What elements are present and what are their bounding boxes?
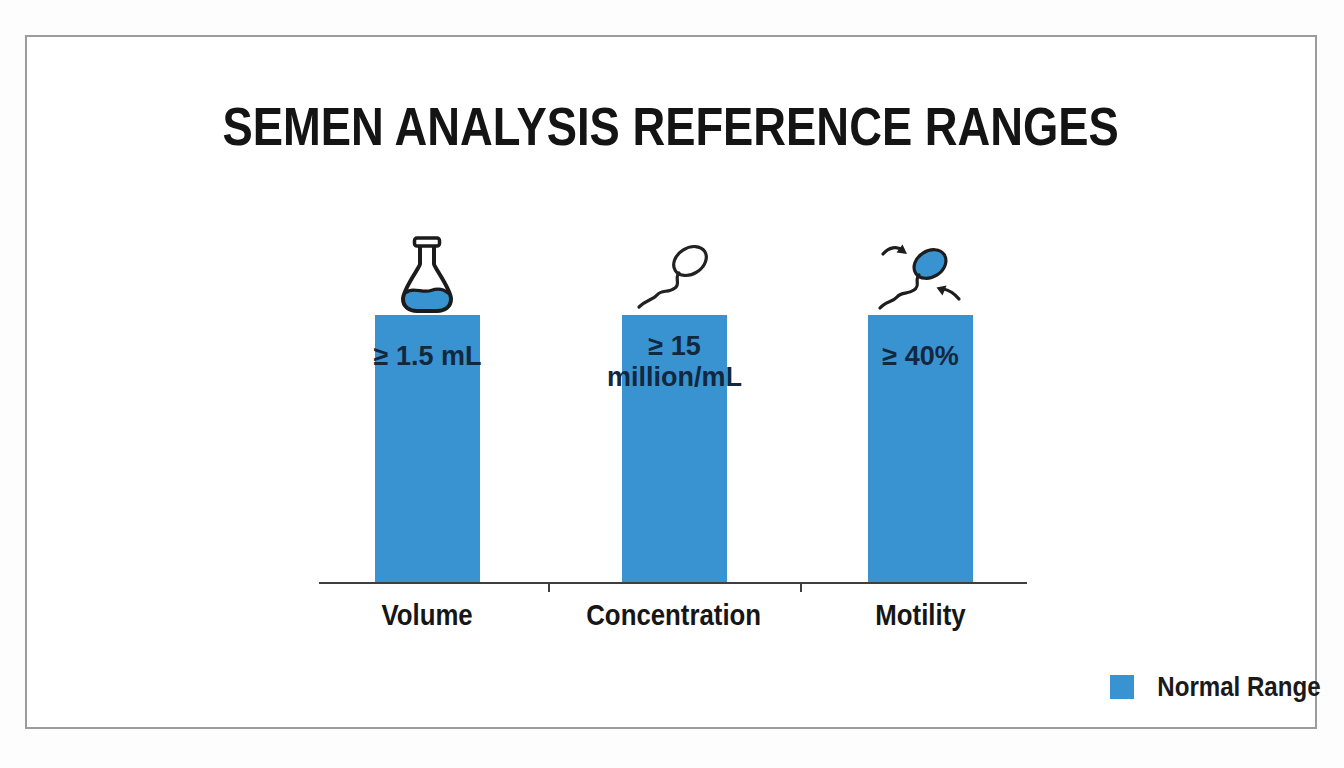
bar-value-line: ≥ 15 [648, 331, 700, 362]
bar-motility-value: ≥ 40% [882, 341, 958, 372]
x-axis-line [319, 582, 1027, 584]
page-title-text: SEMEN ANALYSIS REFERENCE RANGES [223, 95, 1119, 157]
category-label-concentration: Concentration [564, 597, 784, 633]
sperm-icon [634, 240, 714, 315]
bar-volume-value: ≥ 1.5 mL [374, 341, 482, 372]
x-axis-tick [800, 584, 802, 592]
x-axis-tick [548, 584, 550, 592]
bar-value-line: million/mL [607, 362, 742, 393]
bar-motility: ≥ 40% [868, 315, 973, 582]
chart-card: SEMEN ANALYSIS REFERENCE RANGES ≥ 1 [25, 35, 1317, 729]
legend-label: Normal Range [1144, 671, 1334, 703]
bar-value-line: ≥ 40% [882, 341, 958, 372]
legend-swatch [1110, 675, 1134, 699]
bar-concentration: ≥ 15 million/mL [622, 315, 727, 582]
page-title: SEMEN ANALYSIS REFERENCE RANGES [27, 95, 1315, 157]
bar-volume: ≥ 1.5 mL [375, 315, 480, 582]
infographic-page: { "title": "SEMEN ANALYSIS REFERENCE RAN… [0, 0, 1344, 768]
bar-concentration-value: ≥ 15 million/mL [607, 331, 742, 393]
category-label-volume: Volume [317, 597, 537, 633]
bar-value-line: ≥ 1.5 mL [374, 341, 482, 372]
motile-sperm-icon [876, 237, 964, 315]
legend: Normal Range [1110, 671, 1334, 703]
category-label-motility: Motility [810, 597, 1030, 633]
flask-icon [397, 235, 457, 315]
